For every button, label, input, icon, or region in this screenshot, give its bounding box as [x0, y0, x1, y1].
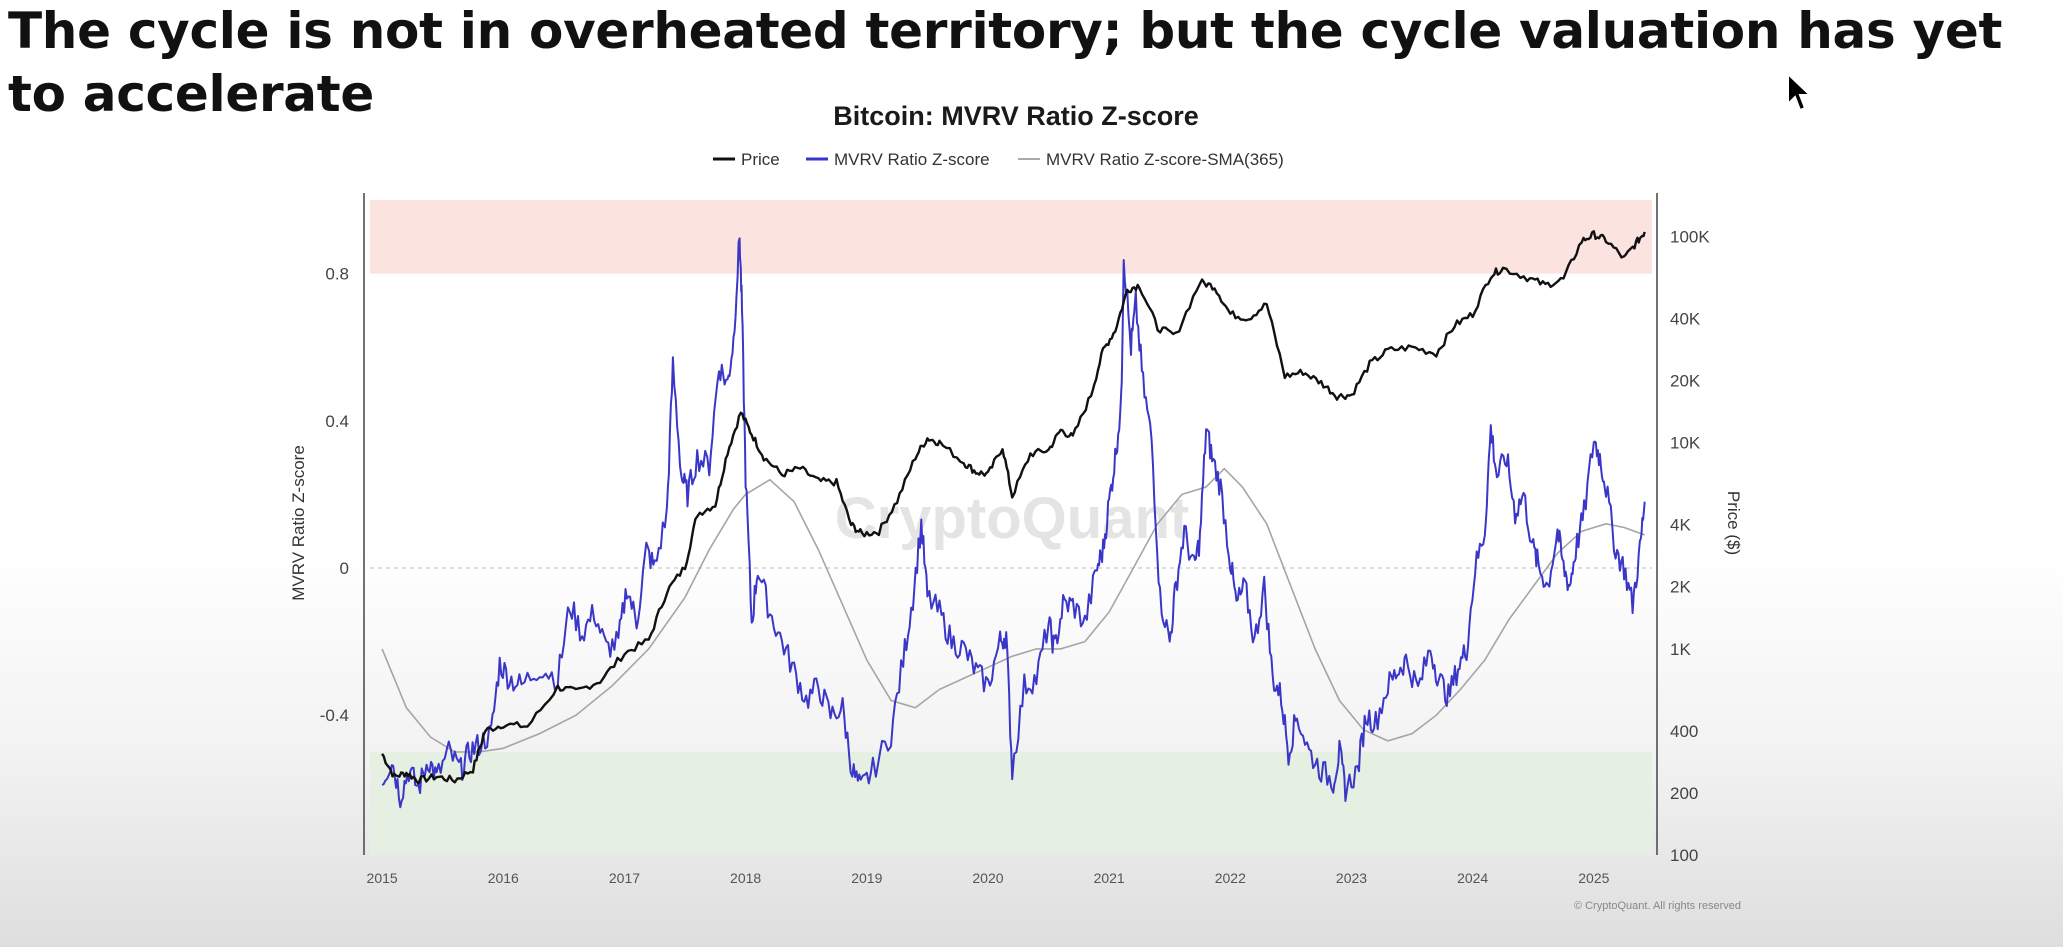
series-line-sma: [381, 467, 1645, 753]
x-tick-label: 2017: [609, 870, 640, 886]
right-tick-label: 1K: [1670, 640, 1691, 659]
x-tick-label: 2022: [1215, 870, 1246, 886]
left-axis-ticks: 0.8 0.4 0 -0.4: [320, 265, 349, 726]
x-tick-label: 2023: [1336, 870, 1367, 886]
right-tick-label: 200: [1670, 784, 1698, 803]
left-axis-label: MVRV Ratio Z-score: [289, 445, 308, 601]
right-tick-label: 100: [1670, 846, 1698, 865]
chart-legend: Price MVRV Ratio Z-score MVRV Ratio Z-sc…: [713, 150, 1284, 169]
x-tick-label: 2021: [1094, 870, 1125, 886]
copyright-note: © CryptoQuant. All rights reserved: [1574, 900, 1741, 912]
legend-label-zscore: MVRV Ratio Z-score: [834, 150, 990, 169]
x-tick-label: 2015: [367, 870, 398, 886]
left-tick-label: 0.8: [325, 265, 349, 284]
chart-title: Bitcoin: MVRV Ratio Z-score: [833, 101, 1199, 131]
right-tick-label: 400: [1670, 722, 1698, 741]
x-tick-label: 2020: [972, 870, 1003, 886]
x-axis-ticks: 2015 2016 2017 2018 2019 2020 2021 2022 2023 2024…: [367, 870, 1610, 886]
left-tick-label: 0.4: [325, 412, 349, 431]
slide-headline: The cycle is not in overheated territory…: [8, 2, 2003, 123]
x-tick-label: 2016: [488, 870, 519, 886]
right-axis-label: Price ($): [1724, 491, 1743, 555]
overheated-zone: [370, 200, 1652, 274]
right-tick-label: 4K: [1670, 516, 1691, 535]
x-tick-label: 2024: [1457, 870, 1488, 886]
x-tick-label: 2019: [851, 870, 882, 886]
left-tick-label: 0: [340, 559, 349, 578]
right-tick-label: 2K: [1670, 578, 1691, 597]
right-tick-label: 10K: [1670, 434, 1701, 453]
right-tick-label: 100K: [1670, 227, 1710, 246]
series-line-mvrv-zscore: [381, 237, 1646, 809]
x-tick-label: 2025: [1578, 870, 1609, 886]
left-tick-label: -0.4: [320, 706, 349, 725]
right-tick-label: 40K: [1670, 309, 1701, 328]
x-tick-label: 2018: [730, 870, 761, 886]
arrow-pointer-icon: [1787, 72, 1813, 112]
legend-label-price: Price: [741, 150, 780, 169]
right-tick-label: 20K: [1670, 371, 1701, 390]
series-line-price: [381, 230, 1646, 785]
legend-label-sma: MVRV Ratio Z-score-SMA(365): [1046, 150, 1284, 169]
right-axis-ticks: 100K 40K 20K 10K 4K 2K 1K 400 200 100: [1670, 227, 1710, 865]
